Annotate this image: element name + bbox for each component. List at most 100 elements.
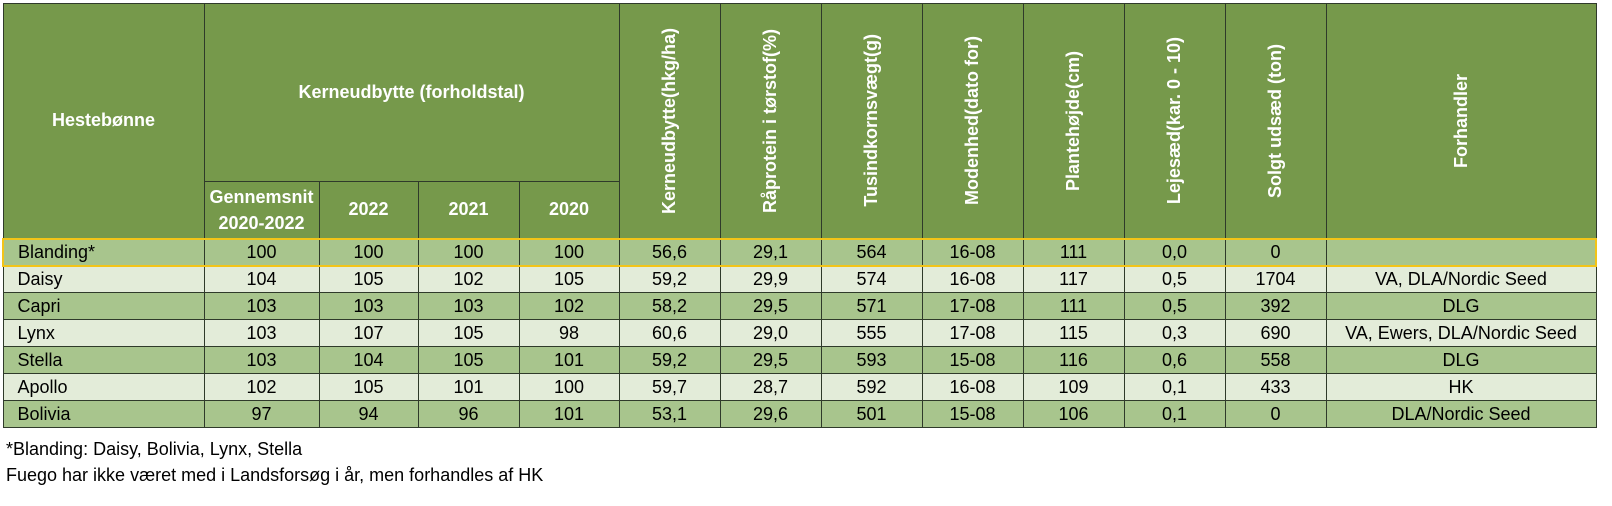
variety-name: Lynx xyxy=(2,319,205,347)
sold-seed: 690 xyxy=(1224,319,1327,347)
dealer xyxy=(1325,237,1597,267)
plant-height: 109 xyxy=(1022,373,1125,401)
yield-index-2022: 104 xyxy=(318,346,419,374)
yield-hkg: 58,2 xyxy=(618,292,721,320)
maturity: 17-08 xyxy=(921,292,1024,320)
yield-index-2022: 100 xyxy=(318,237,419,267)
protein: 29,5 xyxy=(719,346,822,374)
maturity: 16-08 xyxy=(921,265,1024,293)
thousand-kernel-weight: 592 xyxy=(820,373,923,401)
yield-index-average: 103 xyxy=(203,319,320,347)
thousand-kernel-weight: 593 xyxy=(820,346,923,374)
yield-index-2022: 94 xyxy=(318,400,419,428)
dealer: DLA/Nordic Seed xyxy=(1325,400,1597,428)
table-row: Blanding* 100 100 100 100 56,6 29,1 564 … xyxy=(2,237,1597,267)
yield-hkg: 53,1 xyxy=(618,400,721,428)
yield-index-2020: 105 xyxy=(518,265,620,293)
yield-index-2021: 96 xyxy=(417,400,520,428)
yield-index-2022: 105 xyxy=(318,265,419,293)
maturity: 16-08 xyxy=(921,373,1024,401)
table-row: Daisy 104 105 102 105 59,2 29,9 574 16-0… xyxy=(2,265,1597,293)
sold-seed: 0 xyxy=(1224,237,1327,267)
plant-height: 116 xyxy=(1022,346,1125,374)
sold-seed: 558 xyxy=(1224,346,1327,374)
variety-name: Blanding* xyxy=(2,237,205,267)
dealer: DLG xyxy=(1325,346,1597,374)
thousand-kernel-weight: 501 xyxy=(820,400,923,428)
protein: 29,9 xyxy=(719,265,822,293)
plant-height: 111 xyxy=(1022,237,1125,267)
yield-index-2021: 105 xyxy=(417,319,520,347)
table-row: Capri 103 103 103 102 58,2 29,5 571 17-0… xyxy=(2,292,1597,320)
header-year-2021: 2021 xyxy=(417,181,520,239)
footnote-fuego: Fuego har ikke været med i Landsforsøg i… xyxy=(6,465,544,485)
header-yield-index-group: Kerneudbytte (forholdstal) xyxy=(203,3,620,182)
lodging: 0,0 xyxy=(1123,237,1226,267)
maturity: 15-08 xyxy=(921,400,1024,428)
footnotes: *Blanding: Daisy, Bolivia, Lynx, Stella … xyxy=(6,436,543,488)
header-thousand-kernel-weight: Tusindkornsvægt(g) xyxy=(820,3,923,239)
thousand-kernel-weight: 564 xyxy=(820,237,923,267)
yield-index-2020: 101 xyxy=(518,346,620,374)
variety-name: Stella xyxy=(2,346,205,374)
yield-index-average: 103 xyxy=(203,292,320,320)
plant-height: 111 xyxy=(1022,292,1125,320)
protein: 29,6 xyxy=(719,400,822,428)
header-lodging: Lejesæd(kar. 0 - 10) xyxy=(1123,3,1226,239)
yield-index-2020: 102 xyxy=(518,292,620,320)
variety-name: Capri xyxy=(2,292,205,320)
sold-seed: 0 xyxy=(1224,400,1327,428)
yield-index-average: 103 xyxy=(203,346,320,374)
yield-index-average: 104 xyxy=(203,265,320,293)
maturity: 16-08 xyxy=(921,237,1024,267)
protein: 29,5 xyxy=(719,292,822,320)
yield-hkg: 59,2 xyxy=(618,265,721,293)
header-plant-height: Plantehøjde(cm) xyxy=(1022,3,1125,239)
yield-index-2022: 107 xyxy=(318,319,419,347)
protein: 29,1 xyxy=(719,237,822,267)
lodging: 0,5 xyxy=(1123,292,1226,320)
yield-index-average: 100 xyxy=(203,237,320,267)
dealer: VA, Ewers, DLA/Nordic Seed xyxy=(1325,319,1597,347)
yield-index-2021: 103 xyxy=(417,292,520,320)
table-row: Lynx 103 107 105 98 60,6 29,0 555 17-08 … xyxy=(2,319,1597,347)
yield-index-2021: 101 xyxy=(417,373,520,401)
sold-seed: 1704 xyxy=(1224,265,1327,293)
lodging: 0,5 xyxy=(1123,265,1226,293)
yield-hkg: 59,7 xyxy=(618,373,721,401)
yield-index-2020: 100 xyxy=(518,237,620,267)
yield-index-2022: 103 xyxy=(318,292,419,320)
dealer: HK xyxy=(1325,373,1597,401)
header-dealer: Forhandler xyxy=(1325,3,1597,239)
thousand-kernel-weight: 555 xyxy=(820,319,923,347)
thousand-kernel-weight: 571 xyxy=(820,292,923,320)
lodging: 0,1 xyxy=(1123,400,1226,428)
header-protein: Råprotein i tørstof(%) xyxy=(719,3,822,239)
header-year-2020: 2020 xyxy=(518,181,620,239)
maturity: 15-08 xyxy=(921,346,1024,374)
lodging: 0,6 xyxy=(1123,346,1226,374)
header-average: Gennemsnit 2020-2022 xyxy=(203,181,320,239)
plant-height: 115 xyxy=(1022,319,1125,347)
yield-index-2022: 105 xyxy=(318,373,419,401)
yield-index-2020: 100 xyxy=(518,373,620,401)
header-maturity: Modenhed(dato for) xyxy=(921,3,1024,239)
header-variety: Hestebønne xyxy=(2,3,205,239)
table-row: Stella 103 104 105 101 59,2 29,5 593 15-… xyxy=(2,346,1597,374)
yield-index-2021: 105 xyxy=(417,346,520,374)
footnote-blend: *Blanding: Daisy, Bolivia, Lynx, Stella xyxy=(6,439,303,459)
protein: 28,7 xyxy=(719,373,822,401)
yield-index-2020: 98 xyxy=(518,319,620,347)
plant-height: 117 xyxy=(1022,265,1125,293)
sold-seed: 392 xyxy=(1224,292,1327,320)
yield-index-average: 102 xyxy=(203,373,320,401)
header-yield-hkg: Kerneudbytte(hkg/ha) xyxy=(618,3,721,239)
yield-hkg: 59,2 xyxy=(618,346,721,374)
table-row: Apollo 102 105 101 100 59,7 28,7 592 16-… xyxy=(2,373,1597,401)
yield-index-2021: 102 xyxy=(417,265,520,293)
lodging: 0,1 xyxy=(1123,373,1226,401)
variety-trial-table: Hestebønne Kerneudbytte (forholdstal) Ke… xyxy=(2,3,1597,428)
header-sold-seed: Solgt udsæd (ton) xyxy=(1224,3,1327,239)
variety-name: Apollo xyxy=(2,373,205,401)
plant-height: 106 xyxy=(1022,400,1125,428)
